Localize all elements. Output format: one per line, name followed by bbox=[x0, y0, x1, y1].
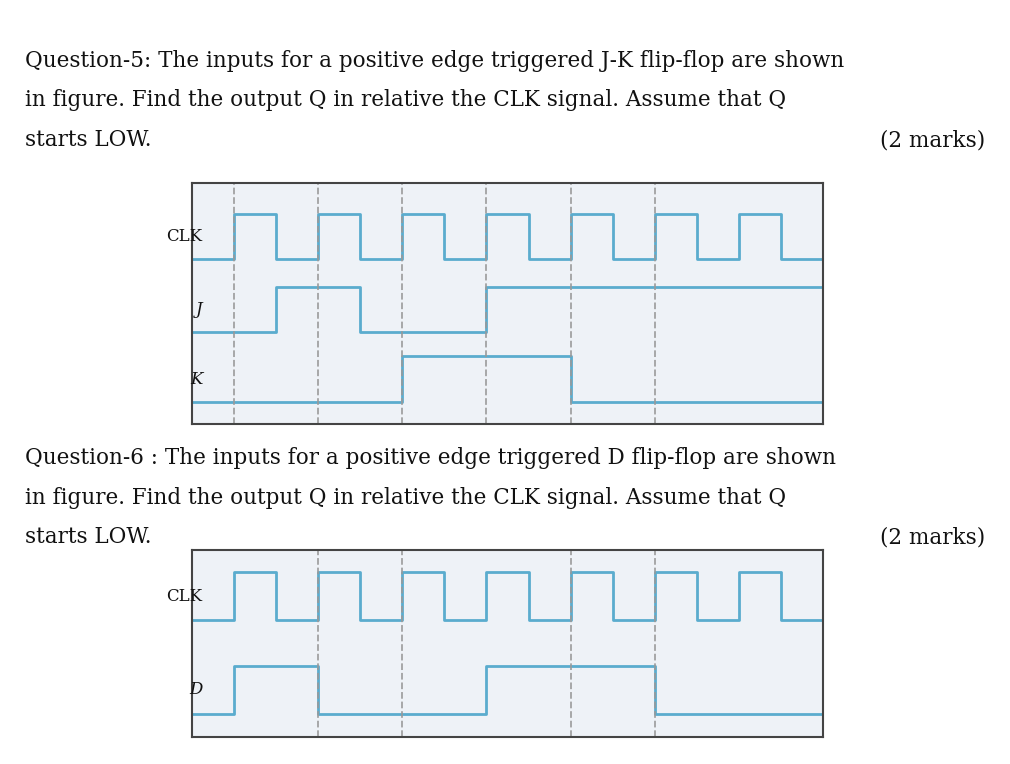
Text: (2 marks): (2 marks) bbox=[880, 526, 985, 549]
Text: D: D bbox=[189, 681, 202, 698]
Text: CLK: CLK bbox=[167, 228, 202, 245]
Text: Question-6 : The inputs for a positive edge triggered D flip-flop are shown: Question-6 : The inputs for a positive e… bbox=[25, 447, 836, 469]
Text: starts LOW.: starts LOW. bbox=[25, 129, 152, 151]
Text: in figure. Find the output Q in relative the CLK signal. Assume that Q: in figure. Find the output Q in relative… bbox=[25, 89, 787, 112]
Text: (2 marks): (2 marks) bbox=[880, 129, 985, 151]
Text: in figure. Find the output Q in relative the CLK signal. Assume that Q: in figure. Find the output Q in relative… bbox=[25, 487, 787, 509]
Text: K: K bbox=[190, 371, 202, 387]
Text: CLK: CLK bbox=[167, 588, 202, 605]
Text: starts LOW.: starts LOW. bbox=[25, 526, 152, 549]
Text: J: J bbox=[196, 301, 202, 318]
Text: Question-5: The inputs for a positive edge triggered J-K flip-flop are shown: Question-5: The inputs for a positive ed… bbox=[25, 50, 844, 72]
